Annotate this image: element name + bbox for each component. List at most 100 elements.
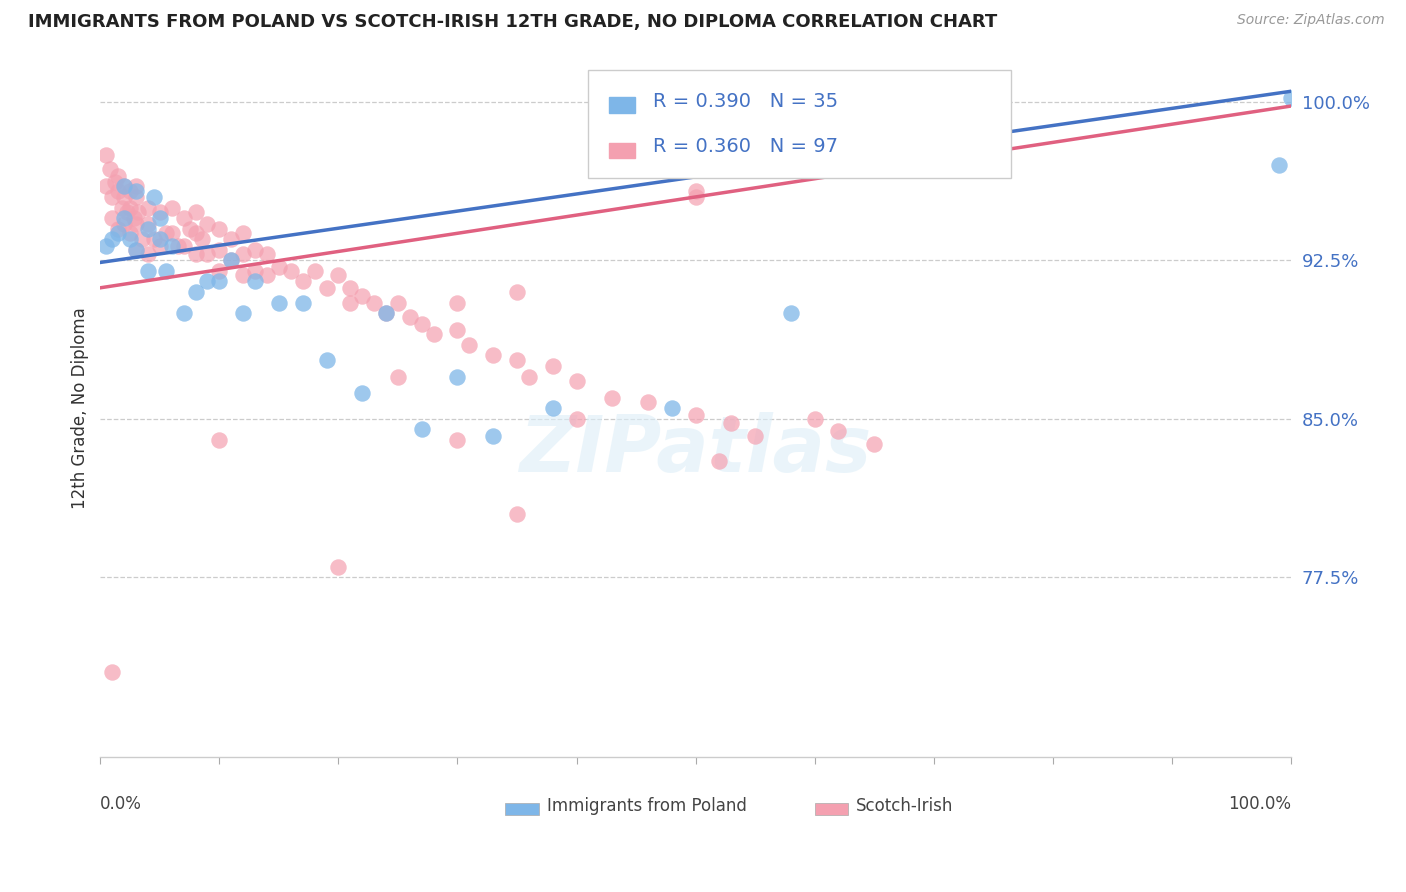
Point: [387, 369, 409, 384]
Point: [685, 190, 707, 204]
Text: IMMIGRANTS FROM POLAND VS SCOTCH-IRISH 12TH GRADE, NO DIPLOMA CORRELATION CHART: IMMIGRANTS FROM POLAND VS SCOTCH-IRISH 1…: [28, 13, 997, 31]
Point: [600, 391, 623, 405]
Point: [96, 179, 118, 194]
Point: [685, 184, 707, 198]
Point: [112, 218, 135, 232]
Point: [179, 221, 201, 235]
Point: [565, 374, 588, 388]
Point: [125, 179, 148, 194]
Point: [142, 232, 165, 246]
Point: [149, 238, 172, 252]
Point: [173, 238, 195, 252]
Point: [111, 201, 134, 215]
Point: [120, 232, 142, 246]
Point: [208, 433, 231, 447]
Point: [131, 232, 153, 246]
Point: [1268, 158, 1291, 172]
Point: [136, 264, 159, 278]
Point: [173, 211, 195, 225]
Point: [517, 369, 540, 384]
Point: [101, 190, 124, 204]
Point: [243, 243, 266, 257]
Text: Scotch-Irish: Scotch-Irish: [856, 797, 953, 815]
Point: [411, 317, 433, 331]
Point: [160, 226, 183, 240]
Point: [107, 169, 129, 183]
Point: [136, 221, 159, 235]
Point: [101, 211, 124, 225]
Point: [160, 201, 183, 215]
Point: [744, 428, 766, 442]
Point: [120, 184, 142, 198]
Point: [125, 184, 148, 198]
Text: R = 0.360   N = 97: R = 0.360 N = 97: [652, 136, 838, 156]
Point: [291, 295, 314, 310]
Point: [104, 175, 127, 189]
Point: [458, 338, 481, 352]
Point: [184, 247, 207, 261]
Point: [221, 253, 243, 268]
Point: [315, 281, 337, 295]
Point: [291, 275, 314, 289]
Point: [101, 665, 124, 680]
Point: [375, 306, 398, 320]
Point: [96, 147, 118, 161]
Point: [541, 359, 564, 373]
Point: [685, 408, 707, 422]
Point: [160, 238, 183, 252]
Point: [221, 232, 243, 246]
Point: [267, 260, 290, 274]
Point: [208, 264, 231, 278]
Point: [232, 268, 254, 282]
Point: [803, 412, 825, 426]
Point: [541, 401, 564, 416]
Point: [399, 310, 422, 325]
Point: [375, 306, 398, 320]
Point: [256, 247, 278, 261]
Point: [107, 184, 129, 198]
FancyBboxPatch shape: [609, 143, 636, 158]
Point: [149, 204, 172, 219]
Point: [120, 201, 142, 215]
Point: [339, 281, 361, 295]
Point: [208, 275, 231, 289]
FancyBboxPatch shape: [609, 97, 636, 112]
FancyBboxPatch shape: [505, 803, 538, 815]
Point: [446, 323, 468, 337]
Point: [637, 395, 659, 409]
Point: [315, 352, 337, 367]
Point: [709, 454, 731, 468]
Point: [125, 218, 148, 232]
Point: [184, 226, 207, 240]
Point: [208, 243, 231, 257]
Text: R = 0.390   N = 35: R = 0.390 N = 35: [652, 92, 838, 111]
Point: [506, 352, 529, 367]
Point: [96, 238, 118, 252]
Point: [243, 264, 266, 278]
Point: [363, 295, 385, 310]
Point: [120, 226, 142, 240]
Point: [411, 422, 433, 436]
Point: [125, 243, 148, 257]
Point: [352, 386, 374, 401]
Point: [779, 306, 801, 320]
Point: [482, 428, 505, 442]
Point: [267, 295, 290, 310]
Point: [720, 416, 742, 430]
Point: [482, 348, 505, 362]
Point: [136, 201, 159, 215]
Point: [328, 559, 350, 574]
Point: [280, 264, 302, 278]
Point: [166, 238, 188, 252]
Point: [446, 433, 468, 447]
Point: [827, 425, 849, 439]
Point: [142, 190, 165, 204]
Point: [101, 232, 124, 246]
Text: 100.0%: 100.0%: [1227, 795, 1291, 814]
Point: [208, 221, 231, 235]
Point: [661, 401, 683, 416]
Point: [197, 275, 219, 289]
Point: [149, 232, 172, 246]
Point: [190, 232, 212, 246]
Point: [446, 295, 468, 310]
